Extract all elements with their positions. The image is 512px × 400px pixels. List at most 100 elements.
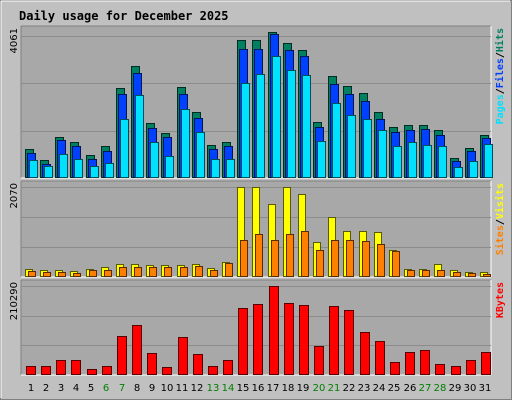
x-tick-label-day-14: 14 [222,383,235,394]
bar-kbytes-day-21 [329,306,339,375]
x-tick-label-day-23: 23 [358,383,371,394]
bar-pages-day-11 [181,109,190,178]
bar-kbytes-day-1 [26,366,36,375]
legend-entry: / [495,52,506,58]
x-tick-label-day-19: 19 [297,383,310,394]
bar-sites-day-10 [164,267,172,277]
legend-entry: Sites [494,225,506,255]
bar-pages-day-23 [363,119,372,178]
y-axis-max-label: 210290 [9,282,20,320]
bar-sites-day-15 [240,240,248,277]
y-axis-max-label: 2070 [9,183,20,208]
bar-sites-day-26 [407,270,415,277]
bar-sites-day-18 [286,234,294,277]
bar-sites-day-7 [119,267,127,277]
legend-entry: Hits [494,28,506,52]
legend-kbytes: KBytes [495,282,506,318]
bar-kbytes-day-7 [117,336,127,375]
x-tick-label-day-7: 7 [119,383,125,394]
chart-title: Daily usage for December 2025 [19,9,229,23]
bar-pages-day-1 [29,160,38,178]
legend-entry: Files [494,58,506,88]
bar-kbytes-day-26 [405,352,415,375]
bar-kbytes-day-28 [435,364,445,375]
bar-kbytes-day-13 [208,366,218,375]
bar-sites-day-8 [134,267,142,277]
series-kbytes [26,286,491,375]
x-tick-label-day-4: 4 [73,383,79,394]
bar-sites-day-19 [301,231,309,277]
bar-sites-day-14 [225,263,233,277]
bar-pages-day-22 [347,115,356,178]
bar-kbytes-day-19 [299,305,309,375]
x-tick-label-day-9: 9 [149,383,155,394]
bar-pages-day-15 [241,83,250,178]
bar-pages-day-29 [454,167,463,178]
bar-kbytes-day-11 [178,337,188,375]
bar-sites-day-25 [392,251,400,277]
bar-kbytes-day-15 [238,308,248,375]
bar-sites-day-24 [377,244,385,277]
panel-visits_sites: 2070 Sites/Visits [9,180,506,278]
bar-sites-day-27 [422,270,430,277]
x-tick-label-day-5: 5 [88,383,94,394]
legend-visits_sites: Sites/Visits [494,183,506,255]
bar-sites-day-28 [437,270,445,277]
bar-kbytes-day-3 [56,360,66,375]
bar-pages-day-2 [44,166,53,178]
bar-kbytes-day-23 [360,332,370,375]
bar-kbytes-day-30 [466,360,476,375]
x-tick-label-day-20: 20 [313,383,326,394]
bar-pages-day-16 [256,74,265,178]
bar-sites-day-12 [195,266,203,277]
bar-sites-day-2 [43,272,51,277]
bar-sites-day-22 [346,240,354,277]
legend-entry: / [495,219,506,225]
x-tick-label-day-6: 6 [103,383,109,394]
bar-pages-day-6 [105,163,114,178]
bar-sites-day-17 [271,240,279,277]
bar-kbytes-day-27 [420,350,430,375]
bar-kbytes-day-12 [193,354,203,375]
x-axis-labels: 1 2 3 4 5 6 7 8 9 10 11 12 13 14 15 16 17 18 19 20 21 22 23 24 2… [28,383,492,394]
bar-sites-day-16 [255,234,263,277]
bar-pages-day-13 [211,159,220,178]
bar-pages-day-18 [287,70,296,178]
bar-kbytes-day-25 [390,362,400,375]
bar-sites-day-23 [362,241,370,277]
bar-pages-day-28 [438,146,447,178]
bar-pages-day-8 [135,95,144,178]
bar-pages-day-20 [317,141,326,178]
bar-kbytes-day-10 [162,367,172,375]
bar-sites-day-13 [210,270,218,277]
bar-pages-day-27 [423,145,432,178]
x-tick-label-day-22: 22 [343,383,356,394]
bar-sites-day-1 [28,271,36,277]
bar-sites-day-31 [483,274,491,277]
bar-kbytes-day-20 [314,346,324,375]
bar-pages-day-25 [393,146,402,178]
x-tick-label-day-28: 28 [434,383,447,394]
x-tick-label-day-25: 25 [388,383,401,394]
bar-sites-day-29 [453,272,461,277]
x-tick-label-day-2: 2 [43,383,49,394]
legend-entry: / [495,88,506,94]
legend-entry: KBytes [495,282,506,318]
bar-kbytes-day-16 [253,304,263,375]
bar-kbytes-day-18 [284,303,294,375]
series-sites [28,231,491,277]
bar-sites-day-21 [331,240,339,277]
bar-pages-day-21 [332,103,341,178]
x-tick-label-day-17: 17 [267,383,280,394]
x-tick-label-day-30: 30 [464,383,477,394]
x-tick-label-day-21: 21 [328,383,341,394]
x-tick-label-day-16: 16 [252,383,265,394]
bar-pages-day-9 [150,142,159,178]
x-tick-label-day-10: 10 [161,383,174,394]
x-tick-label-day-8: 8 [134,383,140,394]
bar-pages-day-17 [272,56,281,178]
legend-entry: Pages [495,94,506,124]
bar-pages-day-19 [302,75,311,178]
bar-sites-day-5 [89,270,97,277]
bar-pages-day-4 [74,159,83,178]
